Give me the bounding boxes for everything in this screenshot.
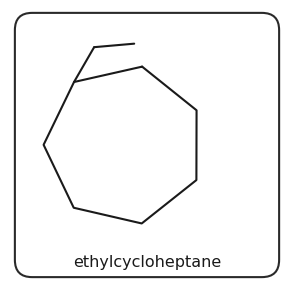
Text: ethylcycloheptane: ethylcycloheptane — [73, 255, 221, 270]
